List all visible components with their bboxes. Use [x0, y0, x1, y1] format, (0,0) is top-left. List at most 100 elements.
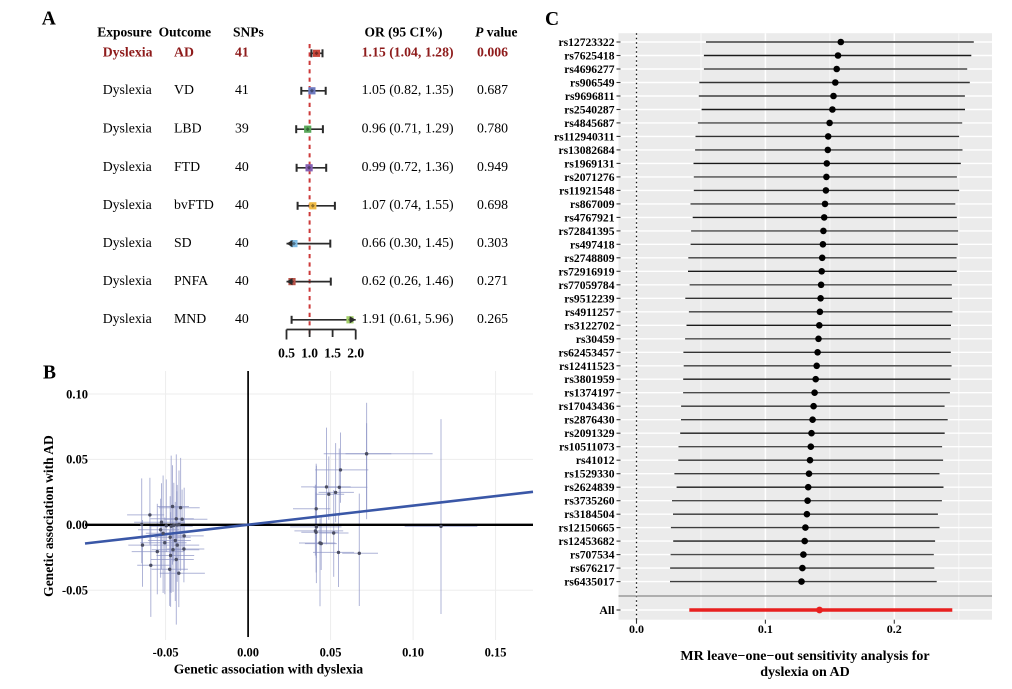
svg-text:40: 40	[235, 235, 249, 250]
svg-text:0.66 (0.30, 1.45): 0.66 (0.30, 1.45)	[362, 235, 454, 251]
svg-text:Dyslexia: Dyslexia	[103, 235, 152, 250]
svg-text:VD: VD	[174, 82, 194, 97]
svg-text:41: 41	[235, 82, 249, 97]
svg-text:AD: AD	[174, 45, 194, 60]
svg-text:0.1: 0.1	[758, 622, 773, 636]
svg-text:rs497418: rs497418	[570, 238, 615, 251]
svg-text:rs1969131: rs1969131	[564, 157, 614, 170]
svg-text:dyslexia on AD: dyslexia on AD	[760, 665, 849, 680]
svg-text:0.949: 0.949	[477, 159, 508, 174]
svg-text:1.05 (0.82, 1.35): 1.05 (0.82, 1.35)	[362, 82, 454, 98]
svg-text:rs7625418: rs7625418	[564, 50, 614, 63]
svg-text:0.00: 0.00	[66, 518, 88, 532]
svg-text:0.303: 0.303	[477, 235, 508, 250]
svg-text:Dyslexia: Dyslexia	[103, 159, 152, 174]
svg-text:40: 40	[235, 311, 249, 326]
svg-text:0.687: 0.687	[477, 82, 508, 97]
svg-text:39: 39	[235, 121, 249, 136]
svg-text:Dyslexia: Dyslexia	[103, 273, 152, 288]
svg-text:rs17043436: rs17043436	[558, 400, 614, 413]
svg-text:0.99 (0.72, 1.36): 0.99 (0.72, 1.36)	[362, 159, 454, 175]
svg-text:rs77059784: rs77059784	[558, 279, 614, 292]
svg-text:rs41012: rs41012	[576, 454, 615, 467]
svg-text:40: 40	[235, 159, 249, 174]
svg-text:0.698: 0.698	[477, 197, 508, 212]
svg-text:rs4845687: rs4845687	[564, 117, 614, 130]
svg-text:rs112940311: rs112940311	[554, 130, 615, 143]
svg-text:rs4696277: rs4696277	[564, 63, 614, 76]
svg-text:0.5: 0.5	[278, 346, 295, 361]
svg-text:rs9512239: rs9512239	[564, 292, 614, 305]
svg-text:rs2748809: rs2748809	[564, 252, 614, 265]
svg-text:0.15: 0.15	[485, 646, 507, 660]
svg-text:0.2: 0.2	[887, 622, 902, 636]
svg-text:rs72916919: rs72916919	[558, 265, 614, 278]
svg-text:1.91 (0.61, 5.96): 1.91 (0.61, 5.96)	[362, 311, 454, 327]
svg-text:0.006: 0.006	[477, 45, 508, 60]
svg-text:1.5: 1.5	[324, 346, 341, 361]
svg-text:rs867009: rs867009	[570, 198, 615, 211]
svg-text:SD: SD	[174, 235, 192, 250]
svg-text:Dyslexia: Dyslexia	[103, 45, 153, 60]
svg-text:rs676217: rs676217	[570, 562, 615, 575]
svg-text:1.07 (0.74, 1.55): 1.07 (0.74, 1.55)	[362, 197, 454, 213]
svg-text:rs1374197: rs1374197	[564, 387, 614, 400]
svg-text:All: All	[599, 603, 615, 617]
svg-text:OR (95 CI%): OR (95 CI%)	[365, 25, 443, 40]
svg-text:rs6435017: rs6435017	[564, 576, 614, 589]
svg-text:Dyslexia: Dyslexia	[103, 82, 152, 97]
svg-text:MND: MND	[174, 311, 206, 326]
svg-text:LBD: LBD	[174, 121, 202, 136]
svg-text:FTD: FTD	[174, 159, 200, 174]
svg-text:rs4911257: rs4911257	[565, 306, 615, 319]
svg-text:Genetic association with dysle: Genetic association with dyslexia	[174, 662, 364, 677]
svg-text:rs2091329: rs2091329	[564, 427, 614, 440]
svg-text:rs3184504: rs3184504	[564, 508, 614, 521]
svg-text:-0.05: -0.05	[153, 646, 179, 660]
svg-text:rs12411523: rs12411523	[559, 360, 615, 373]
svg-text:rs12150665: rs12150665	[558, 522, 614, 535]
svg-text:-0.05: -0.05	[62, 584, 88, 598]
svg-text:rs30459: rs30459	[576, 333, 615, 346]
svg-text:rs2540287: rs2540287	[564, 104, 614, 117]
svg-text:MR leave−one−out sensitivity a: MR leave−one−out sensitivity analysis fo…	[680, 649, 929, 664]
svg-text:A: A	[42, 9, 56, 30]
svg-text:41: 41	[235, 45, 249, 60]
svg-text:bvFTD: bvFTD	[174, 197, 214, 212]
svg-text:0.10: 0.10	[402, 646, 424, 660]
svg-text:rs11921548: rs11921548	[559, 184, 615, 197]
svg-text:rs3122702: rs3122702	[564, 319, 614, 332]
svg-text:0.00: 0.00	[237, 646, 259, 660]
svg-text:2.0: 2.0	[347, 346, 364, 361]
svg-text:Dyslexia: Dyslexia	[103, 197, 152, 212]
svg-text:rs12453682: rs12453682	[558, 535, 614, 548]
svg-text:rs707534: rs707534	[570, 549, 615, 562]
svg-text:0.265: 0.265	[477, 311, 508, 326]
svg-text:1.0: 1.0	[301, 346, 318, 361]
svg-text:0.05: 0.05	[66, 453, 88, 467]
svg-text:40: 40	[235, 197, 249, 212]
svg-text:P value: P value	[475, 25, 517, 40]
svg-text:rs13082684: rs13082684	[558, 144, 614, 157]
svg-text:0.0: 0.0	[629, 622, 644, 636]
svg-text:rs12723322: rs12723322	[558, 36, 614, 49]
svg-text:0.62 (0.26, 1.46): 0.62 (0.26, 1.46)	[362, 273, 454, 289]
svg-text:rs2071276: rs2071276	[564, 171, 614, 184]
svg-text:B: B	[43, 362, 56, 383]
svg-text:rs62453457: rs62453457	[558, 346, 614, 359]
svg-text:Dyslexia: Dyslexia	[103, 121, 152, 136]
svg-text:0.780: 0.780	[477, 121, 508, 136]
svg-text:rs2624839: rs2624839	[564, 481, 614, 494]
svg-text:0.10: 0.10	[66, 387, 88, 401]
svg-text:rs3735260: rs3735260	[564, 495, 614, 508]
svg-text:Exposure: Exposure	[97, 25, 152, 40]
svg-text:rs1529330: rs1529330	[564, 468, 614, 481]
svg-text:0.05: 0.05	[320, 646, 342, 660]
svg-text:Dyslexia: Dyslexia	[103, 311, 152, 326]
svg-text:rs3801959: rs3801959	[564, 373, 614, 386]
svg-text:SNPs: SNPs	[233, 25, 264, 40]
svg-text:C: C	[545, 9, 559, 30]
svg-text:rs2876430: rs2876430	[564, 414, 614, 427]
svg-text:PNFA: PNFA	[174, 273, 208, 288]
svg-text:rs906549: rs906549	[570, 77, 615, 90]
